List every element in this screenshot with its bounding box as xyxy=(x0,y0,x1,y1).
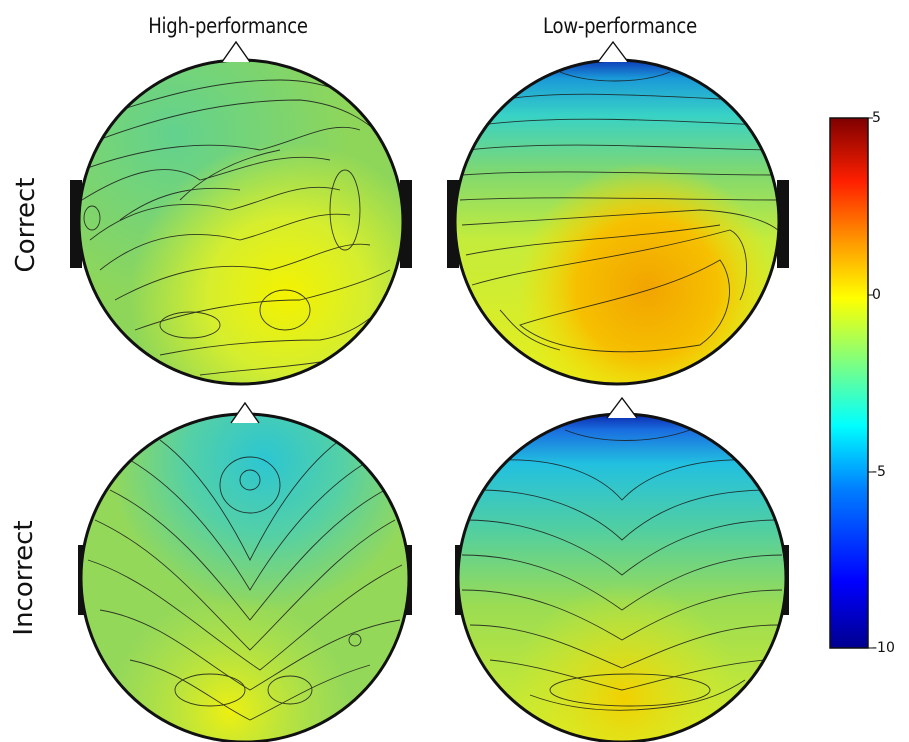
topomap-incorrect-high xyxy=(78,401,412,742)
colorbar-tick-minus-5: -5 xyxy=(872,464,886,480)
column-title-high-performance: High-performance xyxy=(148,14,308,38)
colorbar-gradient xyxy=(829,117,869,649)
topomap-correct-high xyxy=(70,40,412,386)
colorbar-tick-5: 5 xyxy=(872,110,881,126)
topomap-incorrect-low xyxy=(455,396,789,742)
colorbar-tick-minus-10: -10 xyxy=(872,640,895,656)
topomap-correct-low xyxy=(447,40,789,386)
column-title-low-performance: Low-performance xyxy=(543,14,697,38)
colorbar-tick-0: 0 xyxy=(872,287,881,303)
colorbar xyxy=(829,117,873,649)
